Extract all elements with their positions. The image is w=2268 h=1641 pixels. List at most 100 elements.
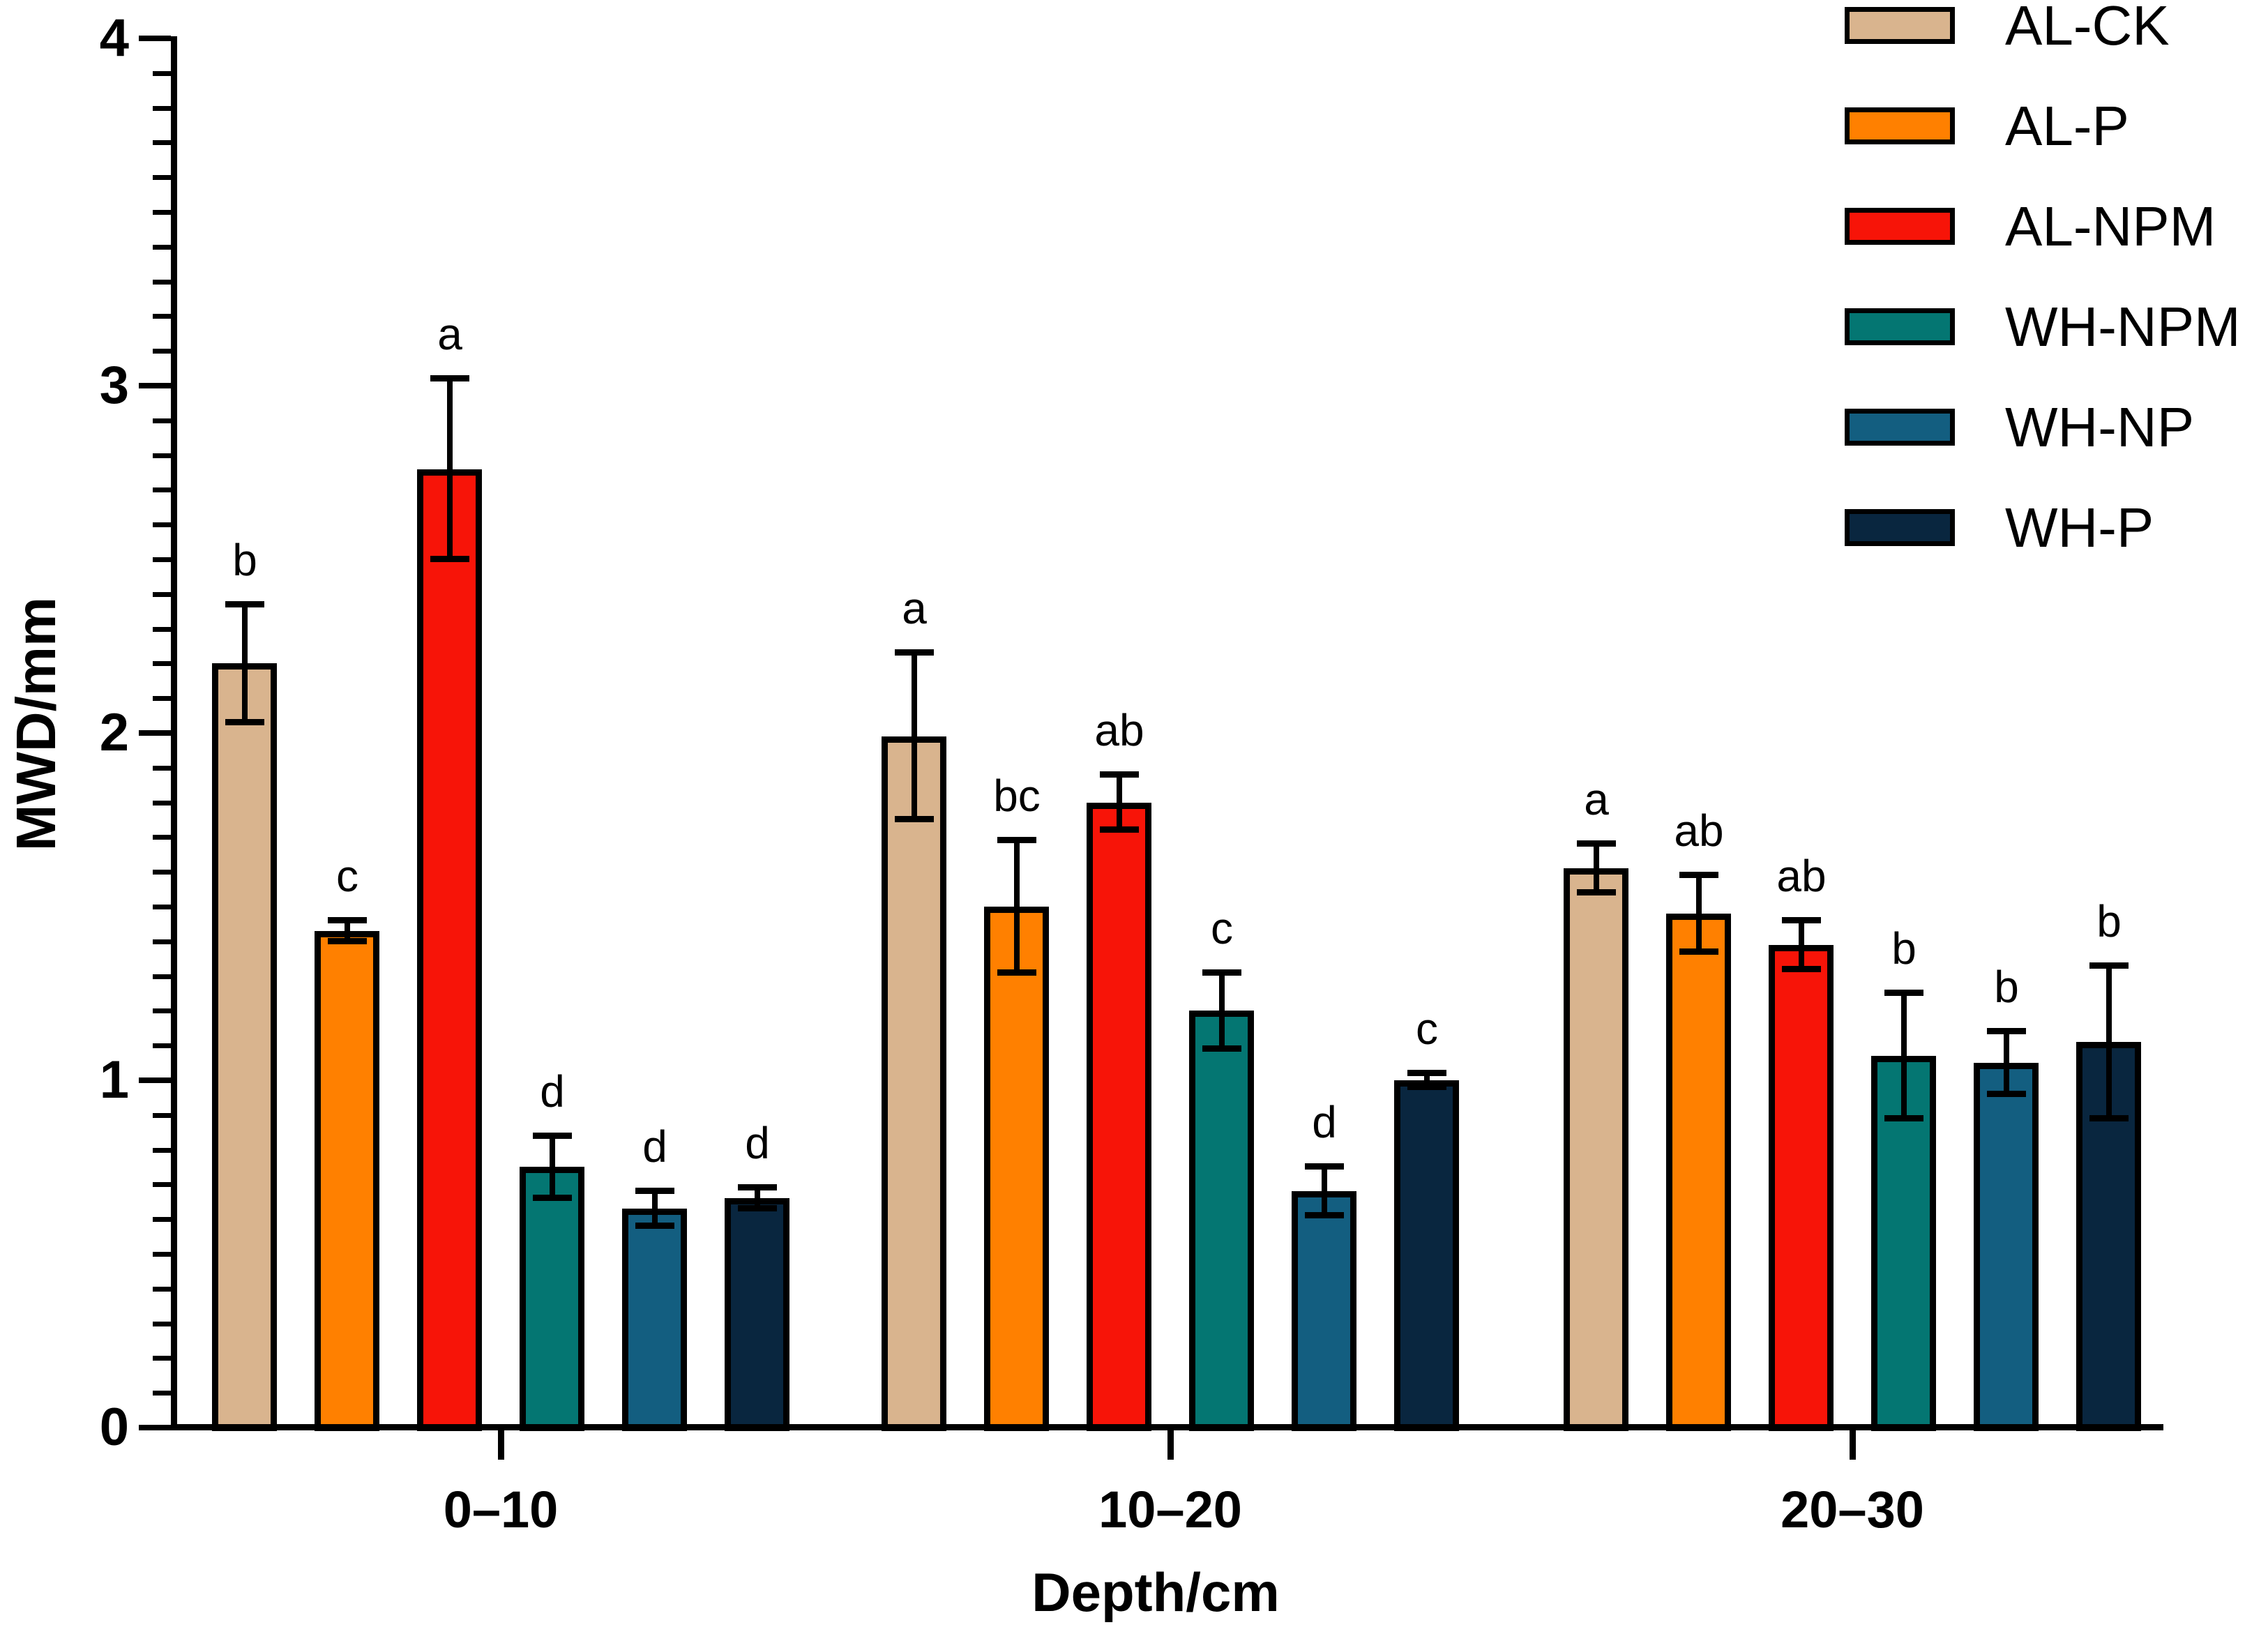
error-cap-top — [895, 649, 934, 656]
y-minor-tick — [153, 1113, 171, 1118]
bar-WH-NP-10–20 — [1292, 1191, 1356, 1431]
y-minor-tick — [153, 939, 171, 944]
y-tick-label-2: 2 — [99, 703, 129, 762]
x-tick-label-20–30: 20–30 — [1781, 1481, 1924, 1538]
y-minor-tick — [153, 245, 171, 250]
legend-label-AL-CK: AL-CK — [2005, 0, 2170, 56]
y-minor-tick — [153, 557, 171, 562]
error-cap-bottom — [1577, 889, 1616, 895]
bar-WH-P-10–20 — [1394, 1080, 1459, 1431]
error-bar-AL-CK-0–10 — [242, 605, 248, 723]
bar-AL-P-0–10 — [315, 931, 379, 1431]
significance-letter-WH-NPM-10–20: c — [1211, 903, 1233, 953]
bar-AL-P-20–30 — [1666, 914, 1731, 1431]
y-minor-tick — [153, 974, 171, 979]
y-minor-tick — [153, 835, 171, 840]
legend-label-AL-NPM: AL-NPM — [2005, 195, 2216, 257]
y-minor-tick — [153, 280, 171, 285]
bar-WH-NPM-10–20 — [1189, 1011, 1254, 1431]
significance-letter-AL-P-20–30: ab — [1674, 806, 1724, 856]
y-major-tick — [139, 383, 171, 388]
error-cap-bottom — [533, 1195, 572, 1201]
significance-letter-WH-NP-20–30: b — [1994, 962, 2019, 1012]
bar-WH-P-0–10 — [725, 1198, 789, 1431]
error-cap-top — [1782, 917, 1821, 923]
significance-letter-AL-NPM-20–30: ab — [1776, 851, 1827, 901]
bar-AL-NPM-10–20 — [1087, 803, 1151, 1431]
error-bar-AL-NPM-10–20 — [1117, 775, 1122, 830]
significance-letter-AL-CK-10–20: a — [902, 583, 927, 633]
significance-letter-AL-P-0–10: c — [336, 851, 358, 901]
significance-letter-AL-P-10–20: bc — [993, 771, 1041, 821]
y-minor-tick — [153, 210, 171, 215]
y-major-tick — [139, 730, 171, 736]
x-axis-spine — [171, 1424, 2163, 1430]
bar-AL-P-10–20 — [984, 907, 1049, 1431]
error-cap-top — [1577, 840, 1616, 847]
error-cap-bottom — [225, 719, 264, 725]
y-minor-tick — [153, 418, 171, 423]
error-cap-bottom — [997, 969, 1036, 976]
error-cap-top — [430, 375, 469, 381]
x-tick — [498, 1430, 504, 1460]
y-minor-tick — [153, 627, 171, 632]
y-minor-tick — [153, 140, 171, 145]
error-cap-bottom — [1407, 1084, 1446, 1090]
error-bar-AL-NPM-0–10 — [447, 379, 453, 559]
significance-letter-AL-CK-20–30: a — [1584, 774, 1609, 824]
error-cap-top — [1407, 1070, 1446, 1076]
y-minor-tick — [153, 106, 171, 111]
significance-letter-WH-P-10–20: c — [1416, 1004, 1438, 1054]
y-axis-spine — [171, 36, 177, 1430]
error-cap-top — [1305, 1163, 1344, 1170]
y-tick-label-3: 3 — [99, 356, 129, 415]
error-cap-top — [1202, 969, 1241, 976]
error-cap-bottom — [895, 816, 934, 822]
error-cap-bottom — [1305, 1212, 1344, 1218]
legend-swatch-AL-CK — [1845, 7, 1955, 44]
error-cap-bottom — [635, 1223, 674, 1229]
legend-label-WH-P: WH-P — [2005, 497, 2154, 559]
significance-letter-AL-NPM-0–10: a — [437, 309, 462, 359]
x-axis-title: Depth/cm — [1031, 1561, 1280, 1623]
error-cap-bottom — [1884, 1115, 1923, 1121]
y-minor-tick — [153, 349, 171, 354]
y-minor-tick — [153, 1322, 171, 1326]
error-cap-bottom — [328, 938, 367, 944]
error-bar-WH-P-10–20 — [1424, 1073, 1430, 1087]
x-tick-label-10–20: 10–20 — [1098, 1481, 1242, 1538]
y-tick-label-1: 1 — [99, 1050, 129, 1110]
error-cap-top — [1679, 872, 1718, 878]
y-minor-tick — [153, 1043, 171, 1048]
x-tick-label-0–10: 0–10 — [443, 1481, 559, 1538]
legend-swatch-AL-NPM — [1845, 208, 1955, 245]
y-minor-tick — [153, 1391, 171, 1396]
y-minor-tick — [153, 453, 171, 458]
y-major-tick — [139, 36, 171, 41]
error-cap-bottom — [1679, 948, 1718, 955]
error-cap-top — [1987, 1028, 2026, 1034]
significance-letter-WH-P-0–10: d — [745, 1118, 770, 1168]
error-cap-bottom — [1987, 1091, 2026, 1097]
y-minor-tick — [153, 522, 171, 527]
bar-WH-NPM-0–10 — [520, 1167, 584, 1431]
error-bar-WH-NP-10–20 — [1322, 1167, 1327, 1216]
significance-letter-WH-P-20–30: b — [2096, 896, 2122, 946]
y-minor-tick — [153, 1148, 171, 1153]
significance-letter-WH-NP-10–20: d — [1312, 1097, 1337, 1147]
error-bar-WH-NP-20–30 — [2004, 1031, 2009, 1094]
y-minor-tick — [153, 487, 171, 492]
significance-letter-WH-NPM-20–30: b — [1891, 923, 1917, 974]
y-minor-tick — [153, 696, 171, 701]
legend-label-WH-NPM: WH-NPM — [2005, 296, 2241, 358]
bar-AL-CK-20–30 — [1564, 868, 1628, 1431]
y-minor-tick — [153, 870, 171, 875]
error-bar-WH-P-0–10 — [755, 1188, 760, 1209]
error-cap-top — [225, 601, 264, 607]
y-minor-tick — [153, 175, 171, 180]
x-tick — [1167, 1430, 1174, 1460]
error-cap-top — [738, 1184, 777, 1190]
y-major-tick — [139, 1425, 171, 1430]
error-cap-bottom — [738, 1205, 777, 1211]
